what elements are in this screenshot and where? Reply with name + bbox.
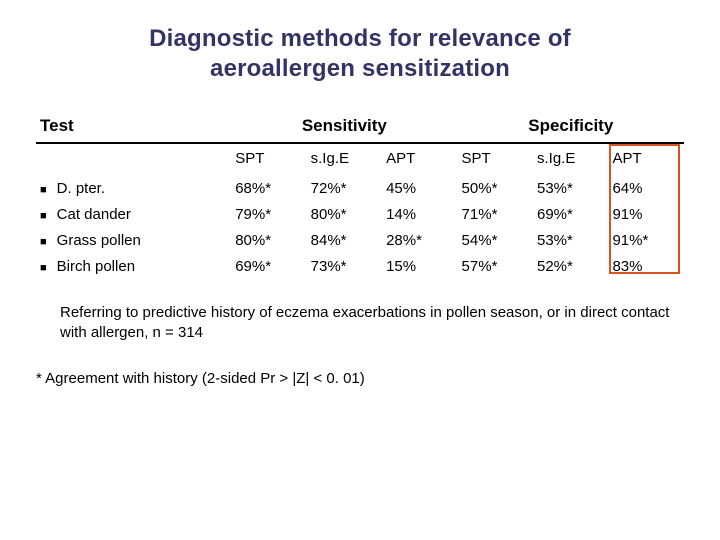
cell: 72%* bbox=[307, 177, 382, 203]
col-sensitivity-header: Sensitivity bbox=[231, 112, 457, 143]
sub-sige-1: s.Ig.E bbox=[307, 143, 382, 177]
diagnostic-table: Test Sensitivity Specificity SPT s.Ig.E … bbox=[36, 112, 684, 281]
cell: 84%* bbox=[307, 229, 382, 255]
cell: 91%* bbox=[608, 229, 684, 255]
page-title: Diagnostic methods for relevance of aero… bbox=[36, 24, 684, 84]
cell: 80%* bbox=[231, 229, 306, 255]
cell: 52%* bbox=[533, 255, 608, 281]
test-label: ■ Cat dander bbox=[40, 206, 227, 226]
cell: 28%* bbox=[382, 229, 457, 255]
sub-empty bbox=[36, 143, 231, 177]
col-test-header: Test bbox=[36, 112, 231, 143]
title-line-2: aeroallergen sensitization bbox=[210, 55, 510, 82]
table-row: ■ Birch pollen 69%* 73%* 15% 57%* 52%* 83… bbox=[36, 255, 684, 281]
cell: 57%* bbox=[458, 255, 533, 281]
cell: 83% bbox=[608, 255, 684, 281]
table-header-row-2: SPT s.Ig.E APT SPT s.Ig.E APT bbox=[36, 143, 684, 177]
test-name: Cat dander bbox=[57, 206, 131, 223]
cell: 45% bbox=[382, 177, 457, 203]
cell: 50%* bbox=[458, 177, 533, 203]
cell: 14% bbox=[382, 203, 457, 229]
table-row: ■ Cat dander 79%* 80%* 14% 71%* 69%* 91% bbox=[36, 203, 684, 229]
cell: 71%* bbox=[458, 203, 533, 229]
test-name: Birch pollen bbox=[57, 258, 135, 275]
test-label: ■ Grass pollen bbox=[40, 232, 227, 252]
cell: 53%* bbox=[533, 229, 608, 255]
test-label: ■ D. pter. bbox=[40, 180, 227, 200]
cell: 53%* bbox=[533, 177, 608, 203]
table-header-row-1: Test Sensitivity Specificity bbox=[36, 112, 684, 143]
bullet-icon: ■ bbox=[40, 180, 47, 200]
cell: 69%* bbox=[231, 255, 306, 281]
reference-note: Referring to predictive history of eczem… bbox=[60, 303, 678, 344]
cell: 64% bbox=[608, 177, 684, 203]
test-name: D. pter. bbox=[57, 180, 105, 197]
test-label: ■ Birch pollen bbox=[40, 258, 227, 278]
sub-apt-2: APT bbox=[608, 143, 684, 177]
data-table-region: Test Sensitivity Specificity SPT s.Ig.E … bbox=[36, 112, 684, 281]
cell: 54%* bbox=[458, 229, 533, 255]
cell: 69%* bbox=[533, 203, 608, 229]
bullet-icon: ■ bbox=[40, 206, 47, 226]
sub-spt-1: SPT bbox=[231, 143, 306, 177]
table-row: ■ Grass pollen 80%* 84%* 28%* 54%* 53%* 9… bbox=[36, 229, 684, 255]
title-line-1: Diagnostic methods for relevance of bbox=[149, 25, 571, 52]
cell: 73%* bbox=[307, 255, 382, 281]
sub-spt-2: SPT bbox=[458, 143, 533, 177]
sub-sige-2: s.Ig.E bbox=[533, 143, 608, 177]
bullet-icon: ■ bbox=[40, 258, 47, 278]
table-row: ■ D. pter. 68%* 72%* 45% 50%* 53%* 64% bbox=[36, 177, 684, 203]
footnote: * Agreement with history (2-sided Pr > |… bbox=[36, 370, 684, 387]
cell: 79%* bbox=[231, 203, 306, 229]
cell: 68%* bbox=[231, 177, 306, 203]
cell: 91% bbox=[608, 203, 684, 229]
col-specificity-header: Specificity bbox=[458, 112, 684, 143]
bullet-icon: ■ bbox=[40, 232, 47, 252]
sub-apt-1: APT bbox=[382, 143, 457, 177]
test-name: Grass pollen bbox=[57, 232, 141, 249]
cell: 15% bbox=[382, 255, 457, 281]
cell: 80%* bbox=[307, 203, 382, 229]
